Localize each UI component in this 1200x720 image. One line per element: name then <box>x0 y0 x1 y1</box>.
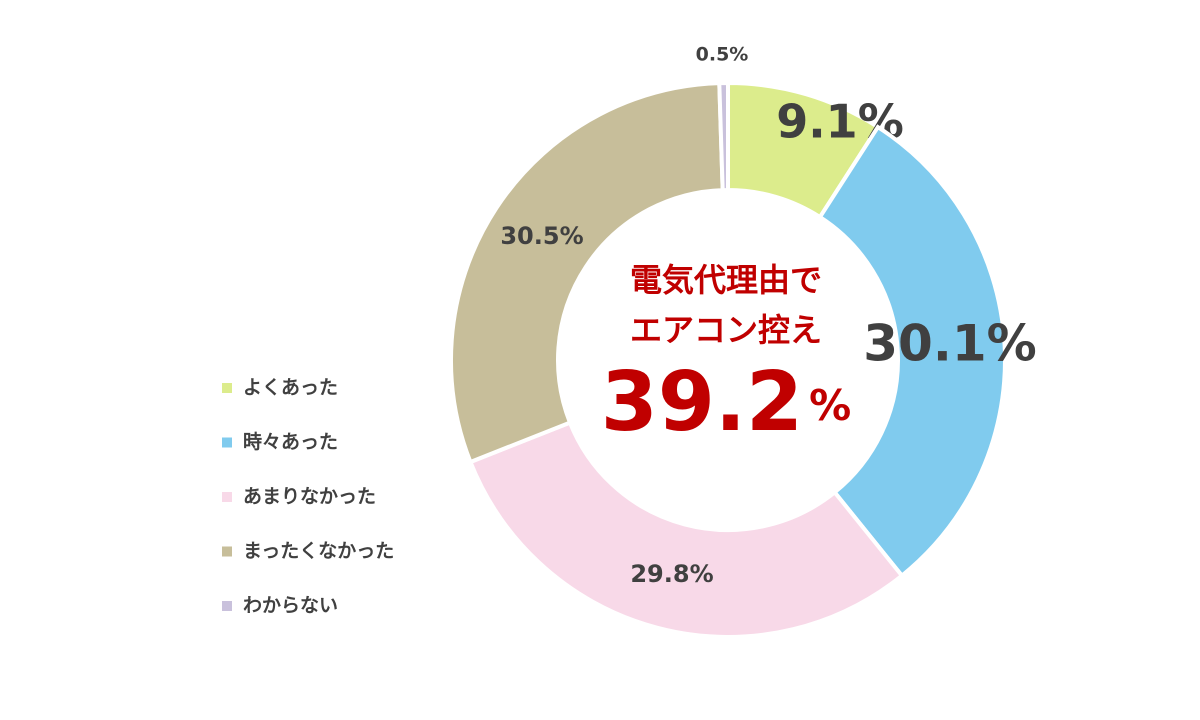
donut-slice <box>717 80 730 193</box>
center-unit: % <box>809 381 851 430</box>
legend-label: あまりなかった <box>243 486 376 508</box>
donut-slice <box>449 81 725 465</box>
slice-label: 29.8% <box>630 560 713 588</box>
center-number: 39.2 <box>601 355 803 450</box>
center-value: 39.2% <box>601 355 851 450</box>
legend-label: わからない <box>243 595 338 617</box>
legend-swatch <box>222 383 232 393</box>
center-text: 電気代理由で <box>630 261 822 299</box>
center-text: エアコン控え <box>630 311 822 349</box>
legend-swatch <box>222 437 232 448</box>
legend-label: よくあった <box>243 377 338 399</box>
legend-label: まったくなかった <box>243 540 394 562</box>
donut-slice <box>817 124 1007 579</box>
legend-swatch <box>222 492 232 502</box>
legend-swatch <box>222 601 232 611</box>
legend-swatch <box>222 546 232 557</box>
slice-label: 0.5% <box>696 44 749 66</box>
slice-label: 30.1% <box>863 315 1036 373</box>
donut-slice <box>467 419 905 639</box>
legend-label: 時々あった <box>243 431 338 453</box>
slice-label: 30.5% <box>500 222 583 250</box>
